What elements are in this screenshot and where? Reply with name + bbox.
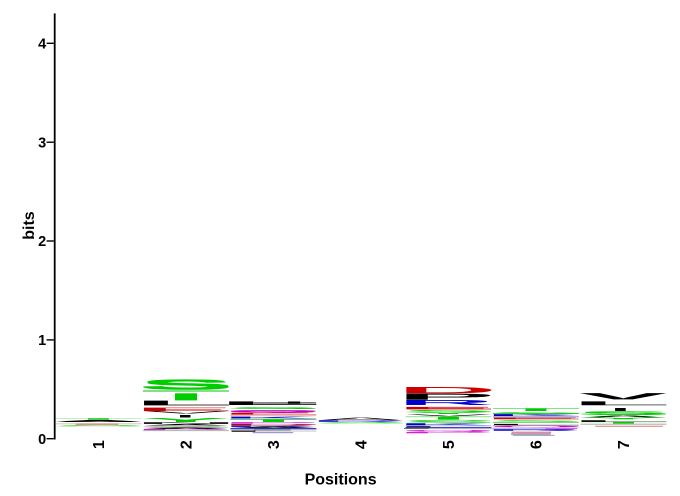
svg-text:S: S: [576, 410, 672, 415]
svg-text:L: L: [483, 424, 584, 426]
svg-text:S: S: [489, 412, 585, 415]
svg-text:A: A: [140, 428, 231, 430]
svg-text:S: S: [139, 377, 235, 392]
svg-text:K: K: [222, 416, 318, 419]
svg-text:P: P: [134, 429, 233, 431]
svg-text:A: A: [140, 424, 231, 426]
svg-text:2: 2: [38, 234, 46, 250]
svg-text:1: 1: [91, 440, 108, 449]
svg-text:L: L: [133, 399, 234, 407]
svg-text:L: L: [570, 400, 671, 406]
svg-text:2: 2: [179, 440, 196, 449]
svg-text:T: T: [404, 416, 493, 421]
svg-text:P: P: [397, 432, 496, 434]
svg-text:E: E: [221, 412, 322, 415]
svg-text:L: L: [395, 426, 496, 428]
svg-text:Y: Y: [578, 417, 669, 420]
svg-text:Y: Y: [403, 412, 494, 415]
svg-text:A: A: [53, 420, 144, 422]
svg-text:S: S: [51, 425, 147, 427]
svg-text:Q: Q: [488, 426, 584, 427]
svg-text:S: S: [576, 411, 672, 416]
svg-text:E: E: [484, 417, 585, 419]
svg-text:R: R: [222, 425, 319, 427]
svg-text:A: A: [318, 417, 404, 421]
svg-text:S: S: [226, 407, 322, 409]
svg-text:Q: Q: [400, 430, 496, 432]
svg-text:A: A: [53, 420, 144, 422]
svg-text:S: S: [139, 377, 235, 392]
svg-text:N: N: [134, 422, 238, 425]
svg-text:E: E: [396, 406, 497, 409]
svg-text:I: I: [610, 407, 630, 412]
svg-text:P: P: [222, 422, 321, 424]
svg-text:E: E: [134, 407, 235, 413]
svg-text:E: E: [396, 407, 497, 410]
svg-text:V: V: [579, 391, 667, 401]
svg-text:R: R: [485, 429, 582, 431]
svg-text:3: 3: [38, 135, 46, 151]
svg-text:4: 4: [354, 440, 371, 449]
svg-text:L: L: [220, 430, 321, 432]
svg-text:T: T: [579, 421, 668, 424]
svg-text:Q: Q: [225, 410, 321, 413]
svg-text:bits: bits: [21, 211, 38, 240]
svg-text:P: P: [397, 392, 496, 402]
svg-text:0: 0: [38, 432, 46, 448]
svg-text:S: S: [401, 420, 497, 422]
svg-text:Y: Y: [140, 417, 231, 423]
svg-text:V: V: [143, 410, 231, 414]
svg-text:Positions: Positions: [305, 471, 377, 488]
svg-text:6: 6: [529, 440, 546, 449]
svg-text:5: 5: [441, 440, 458, 449]
svg-text:S: S: [401, 409, 497, 412]
svg-text:S: S: [401, 421, 497, 423]
svg-text:I: I: [175, 414, 195, 418]
svg-text:T: T: [54, 418, 143, 420]
svg-text:K: K: [397, 423, 493, 426]
svg-text:A: A: [578, 415, 669, 418]
svg-text:Q: Q: [225, 409, 321, 412]
svg-text:S: S: [226, 407, 322, 409]
svg-text:S: S: [489, 420, 585, 422]
svg-text:S: S: [314, 422, 410, 424]
svg-text:T: T: [229, 418, 318, 422]
svg-text:L: L: [570, 420, 671, 422]
svg-text:K: K: [485, 414, 581, 417]
svg-text:3: 3: [266, 440, 283, 449]
svg-text:R: R: [310, 420, 407, 422]
svg-text:L: L: [570, 420, 671, 422]
svg-text:E: E: [484, 417, 585, 419]
svg-text:D: D: [397, 385, 497, 395]
svg-text:Q: Q: [138, 426, 234, 427]
svg-text:R: R: [485, 429, 582, 431]
svg-text:7: 7: [616, 440, 633, 449]
svg-text:S: S: [139, 427, 235, 429]
svg-text:R: R: [397, 399, 494, 407]
svg-text:T: T: [491, 407, 580, 411]
svg-text:D: D: [222, 424, 322, 426]
svg-text:4: 4: [38, 37, 46, 53]
svg-text:1: 1: [38, 333, 46, 349]
svg-text:V: V: [405, 414, 493, 417]
